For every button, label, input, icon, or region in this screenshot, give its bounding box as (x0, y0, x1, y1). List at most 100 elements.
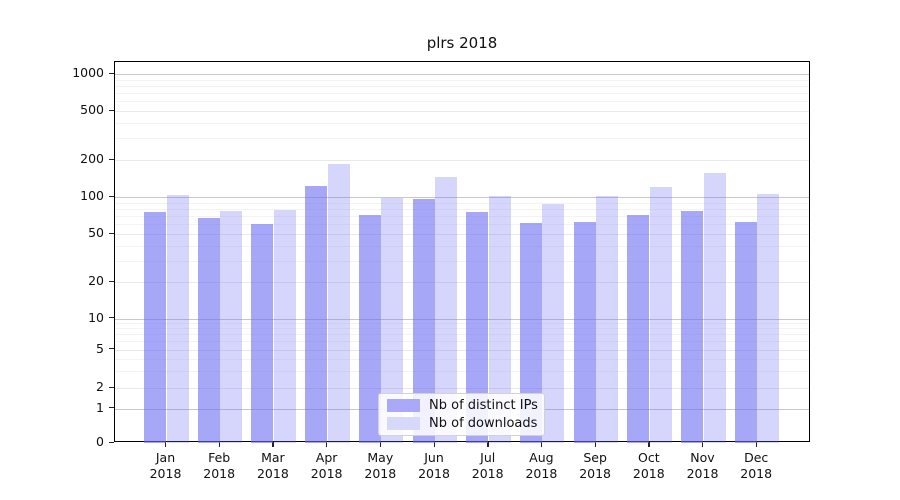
x-tick-label-line: 2018 (364, 465, 397, 481)
minor-gridline (115, 202, 809, 204)
bar-downloads-jul (488, 196, 511, 443)
x-tick-label-nov: Nov 2018 (672, 450, 734, 481)
bar-distinct-ips-aug (519, 222, 542, 443)
y-tick-mark (109, 407, 114, 409)
y-tick-mark (109, 317, 114, 319)
plot-area (114, 61, 810, 443)
bar-downloads-jan (166, 195, 189, 443)
x-tick-label-apr: Apr 2018 (296, 450, 358, 481)
minor-gridline (115, 245, 809, 247)
gridline-y-500 (115, 111, 809, 112)
x-tick-label-line: 2018 (525, 465, 558, 481)
y-tick-mark (109, 72, 114, 74)
x-tick-label-sep: Sep 2018 (564, 450, 626, 481)
minor-gridline (115, 208, 809, 210)
legend-item: Nb of distinct IPs (387, 398, 538, 414)
x-tick-mark (487, 442, 489, 447)
bar-distinct-ips-jul (466, 212, 489, 443)
y-tick-label: 1 (96, 399, 104, 415)
bar-distinct-ips-mar (251, 224, 274, 443)
y-tick-mark (109, 195, 114, 197)
x-tick-label-line: Sep (583, 450, 607, 465)
y-tick-label: 20 (88, 273, 104, 288)
legend-label: Nb of downloads (429, 415, 538, 431)
bar-downloads-mar (273, 209, 296, 443)
y-tick-mark (109, 348, 114, 350)
x-tick-label-line: Apr (315, 450, 338, 465)
gridline-y-100 (115, 197, 809, 198)
x-tick-label-may: May 2018 (349, 450, 411, 481)
gridline-y-200 (115, 160, 809, 161)
x-tick-label-line: 2018 (740, 465, 773, 481)
minor-gridline (115, 323, 809, 325)
legend-label: Nb of distinct IPs (429, 398, 538, 414)
y-tick-mark (109, 109, 114, 111)
minor-gridline (115, 216, 809, 218)
minor-gridline (115, 122, 809, 124)
x-tick-mark (594, 442, 596, 447)
x-tick-label-line: Jun (424, 450, 444, 465)
minor-gridline (115, 93, 809, 95)
x-tick-mark (433, 442, 435, 447)
y-tick-mark (109, 280, 114, 282)
y-tick-label: 100 (80, 188, 104, 203)
x-tick-label-line: Jan (155, 450, 176, 465)
minor-gridline (115, 341, 809, 343)
x-tick-label-line: 2018 (149, 465, 182, 481)
bar-downloads-nov (703, 172, 726, 443)
x-tick-label-dec: Dec 2018 (725, 450, 787, 481)
minor-gridline (115, 79, 809, 81)
minor-gridline (115, 85, 809, 87)
bar-distinct-ips-jun (412, 198, 435, 443)
x-tick-mark (272, 442, 274, 447)
bar-distinct-ips-feb (197, 218, 220, 443)
bar-distinct-ips-nov (681, 210, 703, 443)
y-tick-label: 10 (88, 309, 104, 325)
gridline-y-1000 (115, 74, 809, 75)
x-tick-label-mar: Mar 2018 (242, 450, 304, 481)
y-tick-mark (109, 386, 114, 388)
x-tick-mark (165, 442, 167, 447)
y-tick-label: 500 (80, 102, 104, 117)
x-tick-mark (648, 442, 650, 447)
y-tick-label: 50 (88, 225, 104, 240)
bar-distinct-ips-sep (573, 221, 596, 443)
legend-swatch (387, 416, 420, 430)
x-tick-mark (540, 442, 543, 447)
minor-gridline (115, 358, 809, 360)
x-tick-label-aug: Aug 2018 (510, 450, 572, 481)
y-tick-label: 1000 (72, 65, 104, 80)
x-tick-label-line: Oct (637, 450, 660, 465)
y-tick-mark (109, 232, 114, 234)
y-tick-label: 0 (96, 434, 104, 449)
minor-gridline (115, 138, 809, 140)
x-tick-label-jun: Jun 2018 (403, 450, 465, 481)
bar-downloads-may (381, 198, 404, 443)
y-tick-label: 5 (96, 340, 104, 356)
bar-downloads-sep (596, 195, 619, 443)
x-tick-label-oct: Oct 2018 (618, 450, 680, 481)
x-tick-mark (379, 442, 382, 447)
minor-gridline (115, 370, 809, 372)
gridline-y-2 (115, 388, 809, 389)
minor-gridline (115, 224, 809, 226)
y-tick-mark (109, 441, 114, 443)
x-tick-label-feb: Feb 2018 (188, 450, 250, 481)
bar-downloads-feb (220, 210, 243, 443)
gridline-y-20 (115, 282, 809, 283)
x-tick-label-line: Jul (480, 450, 496, 465)
y-tick-label: 200 (80, 151, 104, 166)
x-tick-mark (755, 442, 758, 447)
bar-downloads-oct (649, 187, 672, 443)
chart-title: plrs 2018 (426, 34, 498, 52)
x-tick-label-jul: Jul 2018 (457, 450, 519, 481)
x-tick-label-line: 2018 (256, 465, 289, 481)
x-tick-label-line: Dec (744, 450, 769, 465)
x-tick-label-line: 2018 (632, 465, 665, 481)
x-tick-label-line: 2018 (471, 465, 504, 481)
x-tick-mark (218, 442, 221, 447)
bar-downloads-dec (757, 193, 780, 443)
bar-downloads-apr (327, 164, 350, 443)
y-tick-label: 2 (96, 379, 104, 394)
